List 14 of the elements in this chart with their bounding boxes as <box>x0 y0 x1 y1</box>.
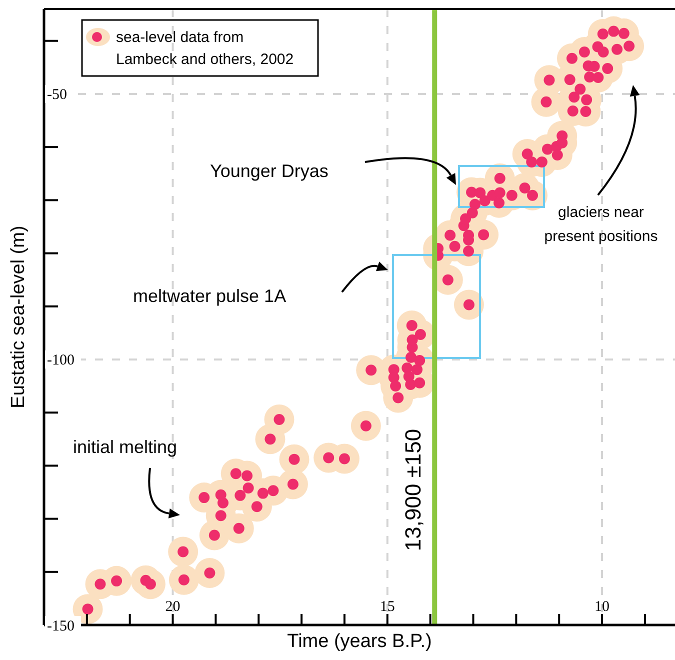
annotation: meltwater pulse 1A <box>133 286 286 306</box>
x-tick-label: 15 <box>380 599 395 615</box>
ref-line-label: 13,900 ±150 <box>400 428 426 552</box>
x-axis-title: Time (years B.P.) <box>287 631 432 652</box>
x-tick-label: 20 <box>165 599 180 615</box>
y-tick-label: -100 <box>47 352 74 369</box>
x-tick-label: 10 <box>594 599 610 615</box>
legend-label: sea-level data from Lambeck and others, 2002 <box>116 29 294 68</box>
y-tick-label: -150 <box>47 618 74 634</box>
annotation: glaciers near present positions <box>544 204 658 245</box>
y-tick-label: -50 <box>47 87 67 104</box>
annotation: initial melting <box>73 436 178 457</box>
annotation: Younger Dryas <box>210 160 328 181</box>
y-axis-title: Eustatic sea-level (m) <box>8 226 29 408</box>
